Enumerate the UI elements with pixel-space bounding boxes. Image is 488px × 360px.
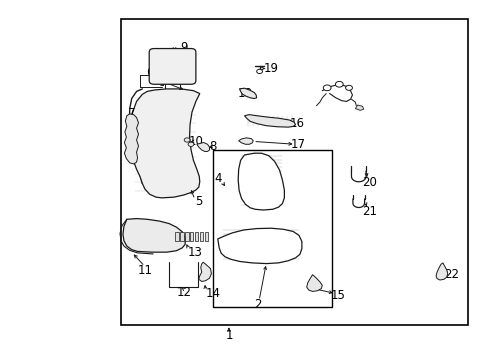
Bar bbox=[180, 232, 183, 241]
Bar bbox=[190, 232, 193, 241]
Bar bbox=[185, 232, 188, 241]
Text: 14: 14 bbox=[205, 287, 220, 300]
Polygon shape bbox=[129, 89, 200, 198]
Bar bbox=[195, 232, 198, 241]
Polygon shape bbox=[122, 219, 185, 252]
Text: 7: 7 bbox=[128, 107, 135, 120]
Text: 22: 22 bbox=[444, 268, 459, 281]
Polygon shape bbox=[124, 114, 138, 164]
Polygon shape bbox=[217, 228, 301, 264]
Circle shape bbox=[335, 81, 343, 87]
Circle shape bbox=[323, 85, 330, 91]
Bar bbox=[120, 19, 467, 325]
Text: 16: 16 bbox=[289, 117, 304, 130]
Polygon shape bbox=[435, 263, 447, 280]
Text: 8: 8 bbox=[209, 140, 217, 153]
FancyBboxPatch shape bbox=[149, 49, 196, 84]
Polygon shape bbox=[244, 114, 295, 127]
Polygon shape bbox=[238, 153, 284, 210]
Polygon shape bbox=[238, 138, 253, 144]
Circle shape bbox=[345, 85, 352, 90]
Polygon shape bbox=[197, 143, 209, 152]
Text: 21: 21 bbox=[362, 205, 377, 218]
Circle shape bbox=[184, 138, 190, 142]
Text: 1: 1 bbox=[225, 329, 232, 342]
Text: 9: 9 bbox=[180, 41, 187, 54]
Bar bbox=[175, 232, 179, 241]
Text: 2: 2 bbox=[254, 298, 262, 311]
Text: 19: 19 bbox=[263, 62, 278, 75]
Text: 6: 6 bbox=[145, 66, 153, 79]
Bar bbox=[200, 232, 203, 241]
Polygon shape bbox=[306, 275, 322, 292]
Text: 11: 11 bbox=[137, 264, 152, 276]
Text: 15: 15 bbox=[330, 288, 345, 302]
Text: 4: 4 bbox=[214, 172, 222, 185]
Circle shape bbox=[256, 69, 262, 73]
Circle shape bbox=[188, 142, 194, 147]
Text: 18: 18 bbox=[238, 87, 252, 100]
Bar bbox=[212, 150, 331, 307]
Text: 20: 20 bbox=[362, 176, 377, 189]
Text: 17: 17 bbox=[290, 139, 305, 152]
Text: 12: 12 bbox=[176, 286, 191, 299]
Polygon shape bbox=[239, 88, 256, 99]
Text: 3: 3 bbox=[237, 173, 244, 186]
Text: 5: 5 bbox=[195, 195, 202, 208]
Polygon shape bbox=[355, 105, 363, 111]
Text: 13: 13 bbox=[187, 246, 202, 258]
Bar bbox=[204, 232, 207, 241]
Polygon shape bbox=[199, 262, 211, 282]
Text: 10: 10 bbox=[188, 135, 203, 148]
